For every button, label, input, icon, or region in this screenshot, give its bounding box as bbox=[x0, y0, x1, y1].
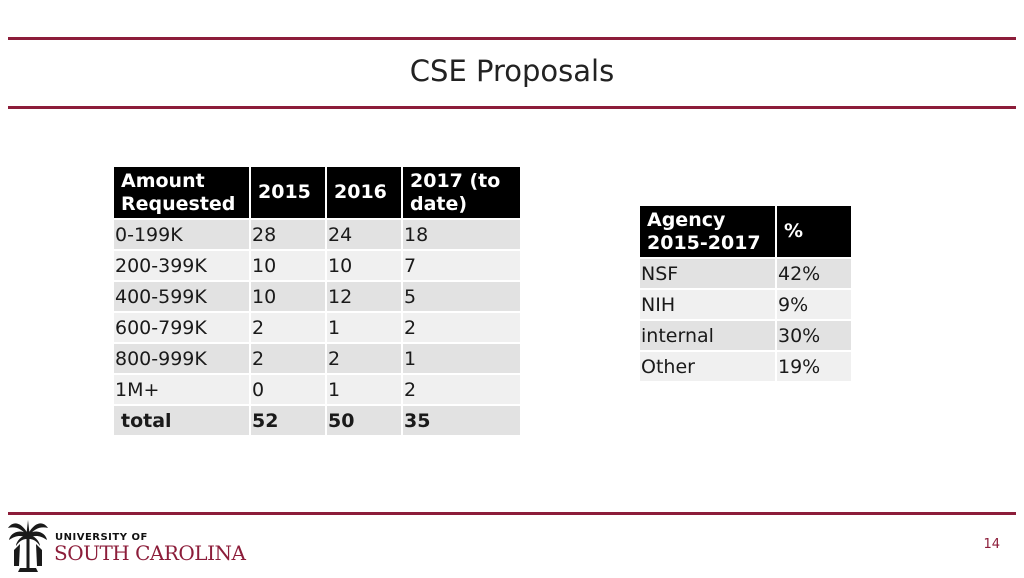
cell-2016: 24 bbox=[327, 220, 401, 249]
agency-name: Other bbox=[640, 352, 775, 381]
row-label: 0-199K bbox=[114, 220, 249, 249]
total-2016: 50 bbox=[327, 406, 401, 435]
total-row: total 52 50 35 bbox=[114, 406, 520, 435]
table-row: 0-199K 28 24 18 bbox=[114, 220, 520, 249]
table-header-row: Amount Requested 2015 2016 2017 (to date… bbox=[114, 167, 520, 218]
cell-2017: 7 bbox=[403, 251, 520, 280]
logo-line-south-carolina: SOUTH CAROLINA bbox=[54, 541, 246, 565]
table-row: 1M+ 0 1 2 bbox=[114, 375, 520, 404]
logo-line-university-of: UNIVERSITY OF bbox=[55, 532, 148, 543]
cell-2016: 10 bbox=[327, 251, 401, 280]
cell-2015: 0 bbox=[251, 375, 325, 404]
cell-2015: 10 bbox=[251, 251, 325, 280]
agency-name: NSF bbox=[640, 259, 775, 288]
table-row: 800-999K 2 2 1 bbox=[114, 344, 520, 373]
title-underline-rule bbox=[8, 106, 1016, 109]
table-row: NIH 9% bbox=[640, 290, 851, 319]
cell-2016: 1 bbox=[327, 375, 401, 404]
header-2016: 2016 bbox=[327, 167, 401, 218]
cell-2017: 2 bbox=[403, 375, 520, 404]
header-2015: 2015 bbox=[251, 167, 325, 218]
total-label: total bbox=[114, 406, 249, 435]
table-header-row: Agency 2015-2017 % bbox=[640, 206, 851, 257]
table-row: 400-599K 10 12 5 bbox=[114, 282, 520, 311]
header-2017: 2017 (to date) bbox=[403, 167, 520, 218]
agency-share-table: Agency 2015-2017 % NSF 42% NIH 9% intern… bbox=[638, 204, 853, 383]
cell-2015: 2 bbox=[251, 313, 325, 342]
cell-2016: 2 bbox=[327, 344, 401, 373]
row-label: 400-599K bbox=[114, 282, 249, 311]
top-rule bbox=[8, 37, 1016, 40]
agency-name: NIH bbox=[640, 290, 775, 319]
amount-requested-table: Amount Requested 2015 2016 2017 (to date… bbox=[112, 165, 522, 437]
page-number: 14 bbox=[983, 537, 1000, 552]
table-row: Other 19% bbox=[640, 352, 851, 381]
total-2015: 52 bbox=[251, 406, 325, 435]
palmetto-logo-icon bbox=[8, 520, 48, 572]
agency-percent: 30% bbox=[777, 321, 851, 350]
cell-2017: 1 bbox=[403, 344, 520, 373]
agency-percent: 9% bbox=[777, 290, 851, 319]
cell-2017: 2 bbox=[403, 313, 520, 342]
row-label: 1M+ bbox=[114, 375, 249, 404]
slide-title: CSE Proposals bbox=[409, 54, 615, 88]
header-percent: % bbox=[777, 206, 851, 257]
table-row: NSF 42% bbox=[640, 259, 851, 288]
table-row: internal 30% bbox=[640, 321, 851, 350]
row-label: 800-999K bbox=[114, 344, 249, 373]
table-row: 200-399K 10 10 7 bbox=[114, 251, 520, 280]
cell-2017: 18 bbox=[403, 220, 520, 249]
cell-2015: 28 bbox=[251, 220, 325, 249]
table-row: 600-799K 2 1 2 bbox=[114, 313, 520, 342]
agency-percent: 42% bbox=[777, 259, 851, 288]
row-label: 600-799K bbox=[114, 313, 249, 342]
cell-2016: 1 bbox=[327, 313, 401, 342]
cell-2017: 5 bbox=[403, 282, 520, 311]
agency-percent: 19% bbox=[777, 352, 851, 381]
header-amount-requested: Amount Requested bbox=[114, 167, 249, 218]
cell-2015: 10 bbox=[251, 282, 325, 311]
footer-rule bbox=[8, 512, 1016, 515]
agency-name: internal bbox=[640, 321, 775, 350]
cell-2015: 2 bbox=[251, 344, 325, 373]
header-agency: Agency 2015-2017 bbox=[640, 206, 775, 257]
cell-2016: 12 bbox=[327, 282, 401, 311]
total-2017: 35 bbox=[403, 406, 520, 435]
row-label: 200-399K bbox=[114, 251, 249, 280]
